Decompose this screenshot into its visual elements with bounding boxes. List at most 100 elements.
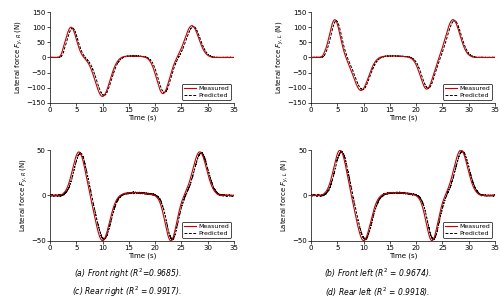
Measured <box>358 89 364 92</box>
Predicted <box>392 191 398 194</box>
Measured <box>100 95 105 98</box>
Predicted <box>308 56 314 59</box>
Predicted <box>453 20 459 23</box>
Predicted <box>56 194 62 198</box>
Predicted <box>47 193 53 197</box>
Measured <box>398 191 404 195</box>
Measured <box>47 194 53 197</box>
Predicted <box>192 26 198 29</box>
Measured <box>450 18 456 21</box>
Measured <box>192 27 198 31</box>
Text: (b) Front left ($R^2$ = 0.9674).: (b) Front left ($R^2$ = 0.9674). <box>324 266 431 280</box>
Predicted <box>398 191 404 195</box>
Measured <box>318 55 324 59</box>
Predicted <box>231 56 237 59</box>
Measured <box>453 22 459 25</box>
Measured <box>392 54 398 58</box>
Predicted <box>226 193 232 197</box>
Predicted <box>132 192 138 195</box>
Predicted <box>198 150 204 154</box>
Predicted <box>169 238 175 242</box>
Predicted <box>226 194 232 197</box>
Measured <box>492 194 498 197</box>
Predicted <box>308 193 314 196</box>
Measured <box>192 160 198 163</box>
Measured <box>308 194 314 197</box>
Measured <box>132 191 138 194</box>
Line: Measured: Measured <box>311 20 495 91</box>
Legend: Measured, Predicted: Measured, Predicted <box>182 222 231 238</box>
Measured <box>136 54 142 58</box>
Predicted <box>487 55 493 59</box>
Predicted <box>226 56 232 59</box>
Predicted <box>487 194 493 197</box>
Predicted <box>492 56 498 59</box>
Measured <box>429 239 435 243</box>
Legend: Measured, Predicted: Measured, Predicted <box>182 84 231 100</box>
Measured <box>487 56 493 59</box>
Predicted <box>132 54 138 58</box>
Y-axis label: Lateral force $F_{y,R}$ (N): Lateral force $F_{y,R}$ (N) <box>18 158 30 232</box>
X-axis label: Time (s): Time (s) <box>389 114 417 121</box>
Line: Measured: Measured <box>50 26 234 96</box>
Measured <box>392 191 398 194</box>
Predicted <box>136 54 142 58</box>
Y-axis label: Lateral force $F_{y,L}$ (N): Lateral force $F_{y,L}$ (N) <box>280 159 291 232</box>
Text: (d) Rear left ($R^2$ = 0.9918).: (d) Rear left ($R^2$ = 0.9918). <box>325 286 430 299</box>
Predicted <box>56 56 62 59</box>
Measured <box>56 194 62 197</box>
Predicted <box>190 25 196 28</box>
Text: (c) Rear right ($R^2$ = 0.9917).: (c) Rear right ($R^2$ = 0.9917). <box>72 285 182 299</box>
Line: Measured: Measured <box>50 152 234 241</box>
Measured <box>453 158 459 162</box>
Predicted <box>192 166 198 169</box>
Predicted <box>453 165 459 168</box>
Predicted <box>452 19 458 22</box>
Predicted <box>231 194 237 197</box>
Measured <box>318 194 324 197</box>
Text: (a) Front right ($R^2$=0.9685).: (a) Front right ($R^2$=0.9685). <box>74 266 182 281</box>
Measured <box>136 191 142 195</box>
Measured <box>226 56 232 59</box>
Measured <box>197 150 203 154</box>
Predicted <box>458 149 464 153</box>
Measured <box>231 56 237 59</box>
Legend: Measured, Predicted: Measured, Predicted <box>443 222 492 238</box>
Measured <box>398 54 404 58</box>
Legend: Measured, Predicted: Measured, Predicted <box>443 84 492 100</box>
Measured <box>47 56 53 59</box>
Predicted <box>47 55 53 59</box>
Measured <box>487 194 493 197</box>
Predicted <box>318 56 324 59</box>
Predicted <box>398 54 404 58</box>
Measured <box>226 194 232 197</box>
Line: Measured: Measured <box>311 150 495 241</box>
Predicted <box>226 56 232 59</box>
X-axis label: Time (s): Time (s) <box>389 252 417 259</box>
Line: Predicted: Predicted <box>311 20 495 90</box>
Measured <box>132 54 138 58</box>
Measured <box>226 194 232 197</box>
Measured <box>487 194 493 197</box>
Line: Predicted: Predicted <box>50 26 234 96</box>
Predicted <box>487 56 493 59</box>
Line: Predicted: Predicted <box>50 152 234 240</box>
Measured <box>189 24 195 27</box>
Measured <box>487 56 493 59</box>
Predicted <box>362 238 368 242</box>
Line: Predicted: Predicted <box>311 151 495 240</box>
Measured <box>492 56 498 59</box>
Predicted <box>492 194 498 197</box>
Measured <box>226 56 232 59</box>
X-axis label: Time (s): Time (s) <box>128 252 156 259</box>
Predicted <box>318 194 324 197</box>
Y-axis label: Lateral force $F_{y,L}$ (N): Lateral force $F_{y,L}$ (N) <box>275 21 286 94</box>
Measured <box>168 239 174 243</box>
Predicted <box>136 191 142 195</box>
Predicted <box>487 194 493 198</box>
Predicted <box>360 88 366 92</box>
Y-axis label: Lateral force $F_{y,R}$ (N): Lateral force $F_{y,R}$ (N) <box>14 20 25 95</box>
Predicted <box>101 94 107 98</box>
Measured <box>458 148 464 152</box>
Predicted <box>392 54 398 58</box>
